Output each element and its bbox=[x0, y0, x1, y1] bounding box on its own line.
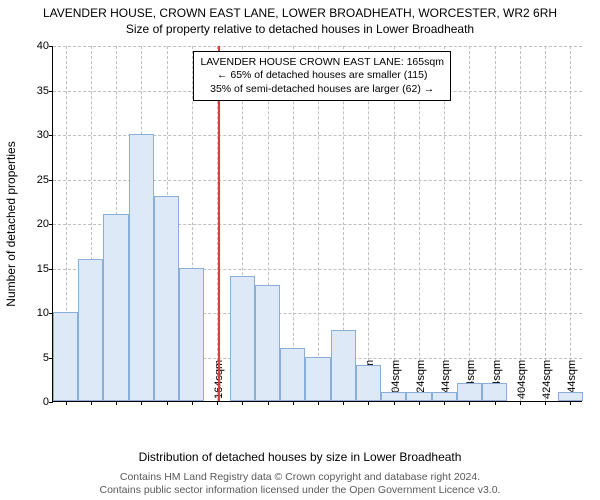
ytick-mark bbox=[49, 269, 53, 270]
histogram-bar bbox=[154, 196, 179, 401]
histogram-bar bbox=[53, 312, 78, 401]
attribution-line-2: Contains public sector information licen… bbox=[0, 484, 600, 498]
histogram-bar bbox=[129, 134, 154, 401]
x-axis-label: Distribution of detached houses by size … bbox=[0, 450, 600, 464]
ytick-label: 0 bbox=[25, 396, 49, 408]
xtick-mark bbox=[192, 401, 193, 405]
histogram-bar bbox=[406, 392, 431, 401]
histogram-bar bbox=[356, 365, 381, 401]
xtick-mark bbox=[469, 401, 470, 405]
xtick-mark bbox=[394, 401, 395, 405]
xtick-mark bbox=[545, 401, 546, 405]
xtick-mark bbox=[91, 401, 92, 405]
histogram-bar bbox=[558, 392, 583, 401]
xtick-mark bbox=[167, 401, 168, 405]
xtick-mark bbox=[368, 401, 369, 405]
ytick-label: 20 bbox=[25, 218, 49, 230]
ytick-mark bbox=[49, 224, 53, 225]
xtick-mark bbox=[318, 401, 319, 405]
histogram-bar bbox=[305, 357, 330, 402]
grid-vline bbox=[545, 46, 546, 401]
ytick-label: 30 bbox=[25, 129, 49, 141]
page-title: LAVENDER HOUSE, CROWN EAST LANE, LOWER B… bbox=[0, 0, 600, 20]
xtick-mark bbox=[444, 401, 445, 405]
xtick-mark bbox=[66, 401, 67, 405]
grid-vline bbox=[469, 46, 470, 401]
grid-vline bbox=[520, 46, 521, 401]
xtick-mark bbox=[520, 401, 521, 405]
histogram-bar bbox=[103, 214, 128, 401]
histogram-bar bbox=[457, 383, 482, 401]
histogram-bar bbox=[482, 383, 507, 401]
ytick-mark bbox=[49, 180, 53, 181]
annotation-box: LAVENDER HOUSE CROWN EAST LANE: 165sqm← … bbox=[193, 51, 451, 100]
ytick-label: 10 bbox=[25, 307, 49, 319]
ytick-label: 35 bbox=[25, 85, 49, 97]
ytick-label: 5 bbox=[25, 352, 49, 364]
xtick-mark bbox=[217, 401, 218, 405]
histogram-bar bbox=[230, 276, 255, 401]
attribution-line-1: Contains HM Land Registry data © Crown c… bbox=[0, 471, 600, 485]
xtick-label: 424sqm bbox=[541, 360, 553, 399]
ytick-label: 40 bbox=[25, 40, 49, 52]
xtick-label: 404sqm bbox=[516, 360, 528, 399]
ytick-mark bbox=[49, 46, 53, 47]
annotation-line: 35% of semi-detached houses are larger (… bbox=[200, 83, 444, 96]
plot-area: 051015202530354044sqm64sqm84sqm104sqm124… bbox=[52, 46, 582, 402]
ytick-mark bbox=[49, 91, 53, 92]
xtick-mark bbox=[570, 401, 571, 405]
histogram-bar bbox=[432, 392, 457, 401]
xtick-mark bbox=[141, 401, 142, 405]
xtick-mark bbox=[116, 401, 117, 405]
attribution-text: Contains HM Land Registry data © Crown c… bbox=[0, 471, 600, 498]
xtick-mark bbox=[419, 401, 420, 405]
grid-vline bbox=[570, 46, 571, 401]
histogram-bar bbox=[381, 392, 406, 401]
histogram-bar bbox=[78, 259, 103, 401]
histogram-bar bbox=[255, 285, 280, 401]
xtick-mark bbox=[495, 401, 496, 405]
grid-vline bbox=[495, 46, 496, 401]
page-subtitle: Size of property relative to detached ho… bbox=[0, 20, 600, 36]
xtick-mark bbox=[343, 401, 344, 405]
annotation-line: LAVENDER HOUSE CROWN EAST LANE: 165sqm bbox=[200, 56, 444, 69]
ytick-mark bbox=[49, 402, 53, 403]
xtick-mark bbox=[242, 401, 243, 405]
histogram-chart: 051015202530354044sqm64sqm84sqm104sqm124… bbox=[52, 46, 582, 402]
xtick-mark bbox=[268, 401, 269, 405]
histogram-bar bbox=[280, 348, 305, 401]
ytick-label: 15 bbox=[25, 263, 49, 275]
histogram-bar bbox=[179, 268, 204, 402]
ytick-mark bbox=[49, 135, 53, 136]
y-axis-label: Number of detached properties bbox=[4, 141, 18, 306]
histogram-bar bbox=[331, 330, 356, 401]
ytick-label: 25 bbox=[25, 174, 49, 186]
annotation-line: ← 65% of detached houses are smaller (11… bbox=[200, 69, 444, 82]
xtick-mark bbox=[293, 401, 294, 405]
